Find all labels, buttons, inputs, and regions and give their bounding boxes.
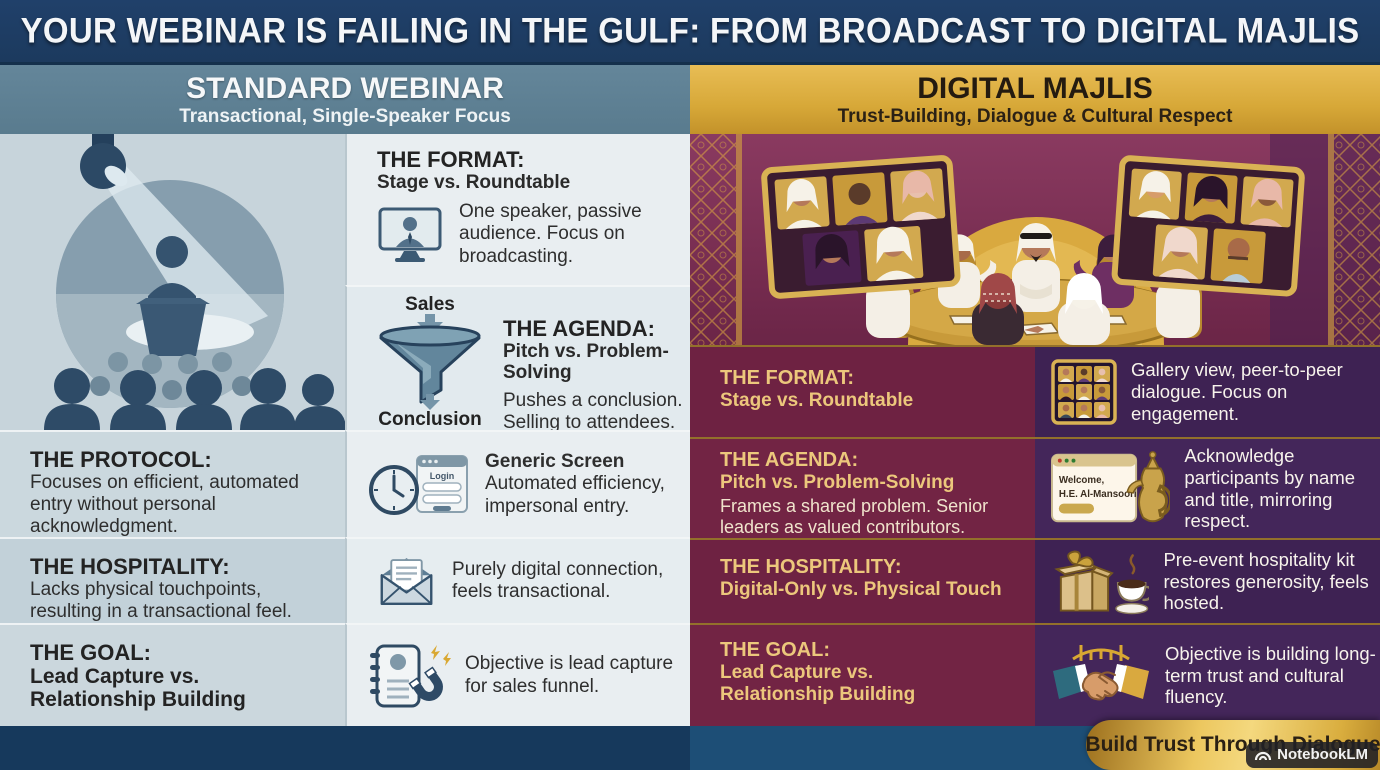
standard-goal-detail-description: Objective is lead capture for sales funn… (465, 653, 674, 697)
standard-webinar-panel: STANDARD WEBINAR Transactional, Single-S… (0, 62, 690, 770)
majlis-format-detail-description: Gallery view, peer-to-peer dialogue. Foc… (1131, 359, 1343, 424)
standard-goal-heading: THE GOAL: (30, 640, 151, 665)
standard-protocol-description: Focuses on efficient, automated entry wi… (30, 472, 299, 538)
standard-protocol-heading: THE PROTOCOL: (30, 447, 212, 472)
majlis-hospitality-detail-cell: Pre-event hospitality kit restores gener… (1035, 538, 1380, 623)
standard-format-heading: THE FORMAT: (377, 147, 525, 172)
majlis-hospitality-heading: THE HOSPITALITY: (720, 556, 902, 578)
standard-protocol-detail-heading: Generic Screen (485, 451, 625, 473)
majlis-hospitality-cell: THE HOSPITALITY: Digital-Only vs. Physic… (690, 538, 1035, 623)
clock-login-icon: Login (369, 454, 468, 515)
majlis-goal-detail-cell: Objective is building long-term trust an… (1035, 623, 1380, 726)
standard-goal-cell: THE GOAL: Lead Capture vs. Relationship … (0, 623, 345, 726)
majlis-goal-subheading: Lead Capture vs. Relationship Building (720, 662, 916, 705)
majlis-format-detail-cell: Gallery view, peer-to-peer dialogue. Foc… (1035, 345, 1380, 437)
digital-majlis-grid: THE FORMAT: Stage vs. Roundtable (690, 345, 1380, 770)
standard-agenda-heading: THE AGENDA: (503, 316, 655, 341)
standard-protocol-detail-cell: Login Generic Screen Automated efficienc… (345, 430, 690, 537)
notebooklm-logo-icon (1255, 751, 1272, 760)
sales-funnel-icon (379, 314, 481, 410)
standard-protocol-cell: THE PROTOCOL: Focuses on efficient, auto… (0, 430, 345, 537)
standard-format-subheading: Stage vs. Roundtable (377, 172, 571, 194)
majlis-goal-cell: THE GOAL: Lead Capture vs. Relationship … (690, 623, 1035, 726)
majlis-goal-detail-description: Objective is building long-term trust an… (1165, 642, 1376, 708)
standard-agenda-subheading: Pitch vs. Problem-Solving (503, 341, 669, 384)
standard-hospitality-cell: THE HOSPITALITY: Lacks physical touchpoi… (0, 537, 345, 623)
notebooklm-watermark[interactable]: NotebookLM (1246, 742, 1378, 768)
welcome-line1: Welcome, (1059, 475, 1105, 486)
majlis-goal-heading: THE GOAL: (720, 639, 830, 661)
welcome-line2: H.E. Al-Mansoori (1059, 488, 1137, 499)
gift-coffee-icon (1054, 549, 1150, 614)
speaker-spotlight-illustration (44, 134, 346, 430)
sales-funnel-figure: Sales Conclusion (365, 295, 495, 429)
majlis-hospitality-subheading: Digital-Only vs. Physical Touch (720, 579, 1002, 600)
standard-webinar-header: STANDARD WEBINAR Transactional, Single-S… (0, 62, 690, 134)
standard-hospitality-detail-cell: Purely digital connection, feels transac… (345, 537, 690, 623)
broadcast-monitor-icon (378, 207, 442, 262)
coffee-cup-icon (1115, 553, 1150, 614)
standard-webinar-subtitle: Transactional, Single-Speaker Focus (179, 105, 511, 127)
standard-protocol-detail-description: Automated efficiency, impersonal entry. (485, 473, 665, 517)
standard-goal-subheading: Lead Capture vs. Relationship Building (30, 665, 246, 712)
standard-format-description: One speaker, passive audience. Focus on … (459, 201, 642, 267)
handshake-bridge-icon (1053, 644, 1149, 700)
gift-box-icon (1054, 549, 1114, 612)
standard-webinar-grid: THE FORMAT: Stage vs. Roundtable One spe… (0, 134, 690, 770)
majlis-agenda-detail-description: Acknowledge participants by name and tit… (1184, 444, 1356, 532)
digital-majlis-header: DIGITAL MAJLIS Trust-Building, Dialogue … (690, 62, 1380, 134)
majlis-format-cell: THE FORMAT: Stage vs. Roundtable (690, 345, 1035, 437)
standard-webinar-title: STANDARD WEBINAR (186, 72, 504, 106)
notebooklm-watermark-label: NotebookLM (1277, 746, 1368, 763)
lead-magnet-icon (370, 644, 451, 707)
majlis-hospitality-detail-description: Pre-event hospitality kit restores gener… (1163, 548, 1369, 614)
majlis-format-subheading: Stage vs. Roundtable (720, 390, 914, 411)
dallah-coffee-pot-icon (1126, 450, 1171, 522)
standard-format-cell: THE FORMAT: Stage vs. Roundtable One spe… (345, 134, 690, 285)
majlis-agenda-subheading: Pitch vs. Problem-Solving (720, 472, 955, 493)
standard-agenda-cell: Sales Conclusion THE AGENDA: Pitch vs. P… (345, 285, 690, 433)
standard-hospitality-description: Lacks physical touchpoints, resulting in… (30, 579, 292, 623)
login-label: Login (430, 471, 455, 481)
funnel-top-label: Sales (405, 294, 455, 315)
standard-hospitality-detail-description: Purely digital connection, feels transac… (452, 558, 664, 602)
standard-hospitality-heading: THE HOSPITALITY: (30, 554, 230, 579)
majlis-roundtable-illustration (690, 134, 1380, 354)
digital-majlis-title: DIGITAL MAJLIS (917, 72, 1153, 106)
digital-majlis-subtitle: Trust-Building, Dialogue & Cultural Resp… (837, 105, 1233, 127)
welcome-window-dallah-icon: Welcome, H.E. Al-Mansoori (1051, 450, 1171, 522)
page-title: YOUR WEBINAR IS FAILING IN THE GULF: FRO… (20, 10, 1360, 51)
majlis-agenda-heading: THE AGENDA: (720, 449, 859, 471)
email-envelope-icon (380, 558, 433, 606)
standard-agenda-description: Pushes a conclusion. Selling to attendee… (503, 389, 683, 433)
speaker-illustration-cell (0, 134, 346, 430)
majlis-agenda-detail-cell: Welcome, H.E. Al-Mansoori Acknowledge pa… (1035, 437, 1380, 538)
standard-goal-detail-cell: Objective is lead capture for sales funn… (345, 623, 690, 726)
funnel-bottom-label: Conclusion (378, 409, 482, 430)
standard-detail-column: THE FORMAT: Stage vs. Roundtable One spe… (345, 134, 690, 433)
majlis-illustration-cell (690, 134, 1380, 354)
majlis-format-heading: THE FORMAT: (720, 367, 855, 389)
bridge-icon (1072, 644, 1130, 661)
digital-majlis-panel: DIGITAL MAJLIS Trust-Building, Dialogue … (690, 62, 1380, 770)
majlis-agenda-description: Frames a shared problem. Senior leaders … (720, 495, 989, 537)
top-banner: YOUR WEBINAR IS FAILING IN THE GULF: FRO… (0, 0, 1380, 62)
left-bottom-strip (0, 726, 690, 770)
gallery-view-icon (1051, 359, 1117, 425)
majlis-agenda-cell: THE AGENDA: Pitch vs. Problem-Solving Fr… (690, 437, 1035, 538)
